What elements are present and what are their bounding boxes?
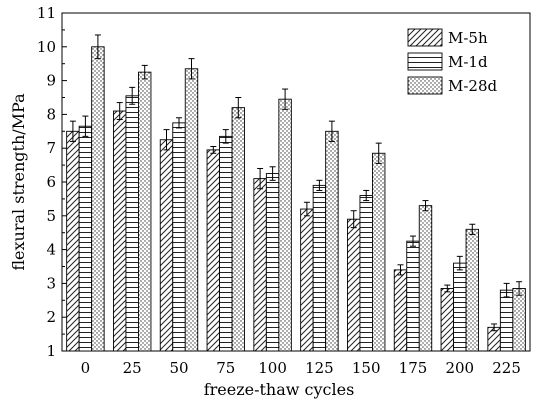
y-axis: 1 2 3 4 5 6 7 8 9 10 11	[37, 4, 67, 360]
x-tick-label: 50	[169, 359, 188, 377]
y-tick-label: 5	[46, 207, 56, 225]
bar-M-1d	[172, 122, 186, 352]
bar-M-28d	[231, 107, 246, 352]
bar-M-28d	[372, 152, 386, 352]
bar-M-1d	[219, 135, 233, 352]
legend-label: M-5h	[448, 29, 488, 47]
y-tick-label: 3	[46, 274, 56, 292]
bar-M-1d	[359, 195, 373, 352]
bar-M-1d	[125, 95, 139, 352]
x-tick-label: 0	[81, 359, 91, 377]
bar-M-28d	[137, 71, 152, 352]
x-tick-label: 125	[305, 359, 334, 377]
bar-M-1d	[453, 262, 467, 352]
x-tick-label: 225	[492, 359, 521, 377]
bar-M-5h	[347, 218, 361, 352]
y-tick-label: 1	[46, 342, 56, 360]
bar-M-5h	[253, 178, 267, 352]
x-tick-label: 75	[216, 359, 235, 377]
y-tick-label: 11	[37, 4, 56, 22]
bar-M-1d	[78, 125, 93, 352]
bar-M-28d	[91, 46, 105, 352]
legend-swatch	[407, 76, 443, 95]
bar-M-28d	[418, 205, 433, 352]
bar-M-5h	[440, 288, 454, 352]
y-axis-title: flexural strength/MPa	[9, 93, 28, 271]
legend-swatch	[407, 28, 443, 47]
y-tick-label: 7	[46, 139, 56, 157]
legend-label: M-1d	[448, 53, 488, 71]
bar-M-5h	[393, 269, 408, 352]
bar-M-5h	[300, 208, 314, 352]
x-axis-title: freeze-thaw cycles	[204, 380, 355, 399]
bar-M-1d	[265, 173, 280, 352]
bar-M-28d	[512, 288, 526, 352]
bar-M-1d	[499, 289, 514, 352]
y-tick-label: 9	[46, 72, 56, 90]
legend-swatch	[407, 52, 443, 71]
bars-group	[66, 46, 526, 352]
bar-M-5h	[206, 149, 221, 352]
error-bars-group	[69, 34, 523, 332]
y-tick-label: 10	[37, 38, 56, 56]
bar-M-5h	[112, 110, 127, 352]
bar-M-28d	[465, 228, 479, 352]
bar-M-1d	[312, 184, 327, 352]
legend: M-5h M-1d M-28d	[407, 28, 498, 95]
bar-M-28d	[325, 130, 339, 352]
legend-label: M-28d	[448, 77, 498, 95]
y-tick-label: 6	[46, 173, 56, 191]
bar-M-28d	[184, 68, 199, 352]
y-tick-label: 4	[46, 241, 56, 259]
x-tick-label: 25	[123, 359, 142, 377]
bar-M-1d	[406, 240, 420, 352]
x-tick-label: 175	[399, 359, 428, 377]
y-tick-label: 8	[46, 105, 56, 123]
x-tick-label: 150	[352, 359, 381, 377]
y-tick-label: 2	[46, 308, 56, 326]
x-tick-label: 100	[258, 359, 287, 377]
bar-M-5h	[159, 139, 174, 352]
x-axis: 0 25 50 75 100 125 150 175 200 225	[81, 359, 521, 377]
bar-M-28d	[278, 98, 292, 352]
x-tick-label: 200	[445, 359, 474, 377]
bar-M-5h	[66, 130, 80, 352]
